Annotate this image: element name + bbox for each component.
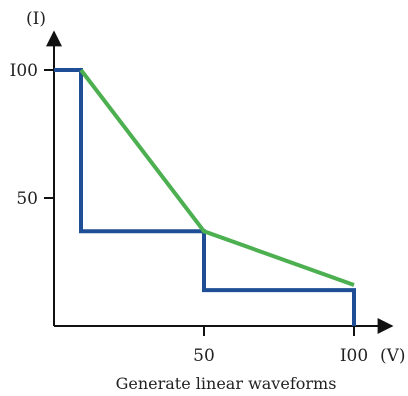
series-line-1 (54, 68, 356, 326)
series-layer (54, 68, 356, 326)
tick-layer: 50 I00 50 I00 (10, 61, 369, 366)
y-tick-label-2: I00 (10, 61, 38, 81)
x-tick-label-1: 50 (193, 346, 215, 366)
x-axis-label: (V) (380, 346, 406, 366)
series-line-2 (79, 68, 355, 287)
y-axis-label: (I) (26, 9, 46, 29)
x-tick-label-2: I00 (340, 346, 368, 366)
y-tick-label-1: 50 (16, 189, 38, 209)
chart-caption: Generate linear waveforms (116, 374, 337, 393)
